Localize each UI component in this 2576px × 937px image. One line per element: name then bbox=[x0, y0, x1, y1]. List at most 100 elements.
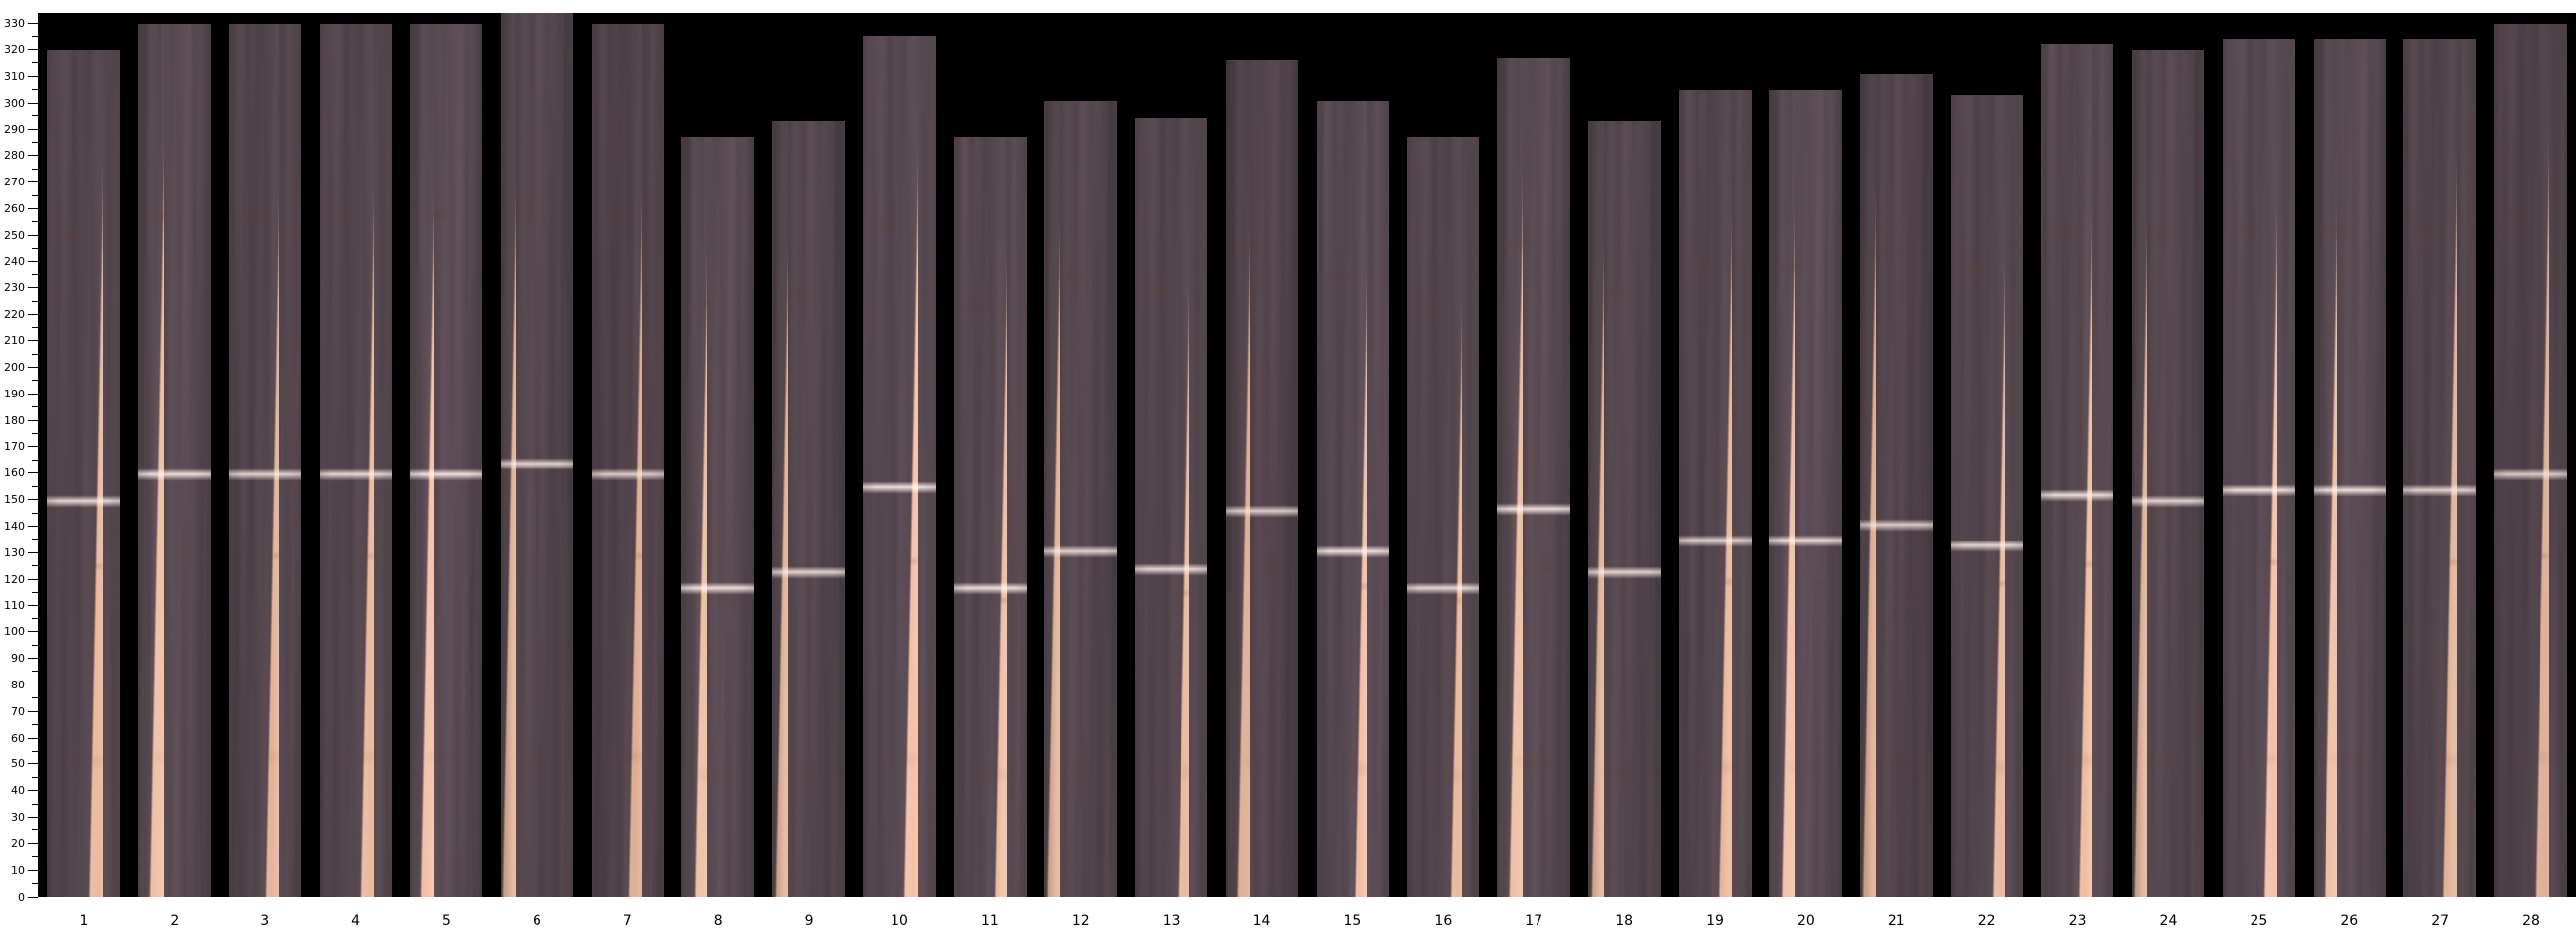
bar-wood-texture bbox=[2222, 38, 2296, 897]
y-axis-tick-mark bbox=[32, 89, 38, 91]
x-axis-tick-label: 25 bbox=[2250, 913, 2268, 929]
y-axis-tick-label: 70 bbox=[11, 704, 25, 718]
y-axis-tick-label: 230 bbox=[4, 281, 25, 295]
x-axis-tick-label: 14 bbox=[1252, 913, 1271, 929]
bar bbox=[1406, 137, 1480, 897]
y-axis-tick-mark bbox=[28, 710, 38, 712]
bar-wood-texture bbox=[1316, 100, 1390, 897]
bar bbox=[138, 23, 211, 897]
y-axis-tick-mark bbox=[32, 485, 38, 487]
y-axis-tick-mark bbox=[28, 446, 38, 448]
bar-wood-texture bbox=[1134, 118, 1208, 897]
y-axis-tick-label: 320 bbox=[4, 43, 25, 57]
bar bbox=[2494, 23, 2567, 897]
x-axis-tick-label: 8 bbox=[713, 913, 723, 929]
y-axis-tick-mark bbox=[28, 314, 38, 316]
y-axis-tick-mark bbox=[32, 433, 38, 435]
x-axis-tick-label: 4 bbox=[351, 913, 361, 929]
y-axis-tick-label: 210 bbox=[4, 334, 25, 348]
y-axis-tick-mark bbox=[32, 36, 38, 37]
y-axis-tick-mark bbox=[32, 459, 38, 461]
bar bbox=[228, 23, 302, 897]
bar bbox=[1769, 89, 1842, 897]
bar bbox=[954, 137, 1027, 897]
y-axis-tick-mark bbox=[32, 194, 38, 196]
x-axis-tick-label: 19 bbox=[1706, 913, 1724, 929]
y-axis-tick-label: 200 bbox=[4, 360, 25, 374]
y-axis-tick-label: 280 bbox=[4, 149, 25, 163]
bar-wood-texture bbox=[772, 121, 845, 897]
bar-wood-texture bbox=[500, 13, 574, 897]
y-axis-tick-mark bbox=[28, 102, 38, 104]
bar bbox=[1316, 100, 1390, 897]
y-axis-tick-label: 110 bbox=[4, 599, 25, 613]
bar-wood-texture bbox=[863, 36, 936, 897]
x-axis-tick-label: 22 bbox=[1977, 913, 1996, 929]
bar bbox=[1044, 100, 1117, 897]
y-axis-tick-label: 150 bbox=[4, 493, 25, 507]
y-axis-tick-mark bbox=[32, 274, 38, 276]
bar-wood-texture bbox=[47, 49, 120, 897]
x-axis-tick-label: 5 bbox=[442, 913, 451, 929]
y-axis-tick-mark bbox=[32, 406, 38, 408]
y-axis-tick-mark bbox=[28, 155, 38, 157]
y-axis-tick-label: 0 bbox=[18, 890, 25, 903]
y-axis-tick-mark bbox=[28, 605, 38, 607]
y-axis-tick-label: 170 bbox=[4, 440, 25, 454]
bar bbox=[772, 121, 845, 897]
bar bbox=[1679, 89, 1752, 897]
bar bbox=[2313, 38, 2386, 897]
y-axis-tick-mark bbox=[28, 393, 38, 395]
bar bbox=[319, 23, 393, 897]
x-axis-tick-label: 18 bbox=[1615, 913, 1634, 929]
x-axis-tick-label: 12 bbox=[1071, 913, 1090, 929]
y-axis-tick-label: 310 bbox=[4, 69, 25, 83]
bar-wood-texture bbox=[2494, 23, 2567, 897]
x-axis-tick-label: 13 bbox=[1162, 913, 1181, 929]
bar bbox=[1588, 121, 1661, 897]
y-axis-tick-mark bbox=[28, 23, 38, 25]
bar-wood-texture bbox=[1406, 137, 1480, 897]
bar bbox=[2040, 44, 2114, 897]
bar-wood-texture bbox=[319, 23, 393, 897]
y-axis-tick-mark bbox=[32, 697, 38, 699]
x-axis-tick-label: 17 bbox=[1525, 913, 1543, 929]
y-axis-tick-mark bbox=[32, 141, 38, 143]
bar bbox=[500, 13, 574, 897]
bar bbox=[591, 23, 665, 897]
y-axis-tick-mark bbox=[28, 260, 38, 262]
x-axis-tick-label: 20 bbox=[1796, 913, 1815, 929]
bar bbox=[681, 137, 754, 897]
y-axis-tick-label: 140 bbox=[4, 519, 25, 533]
x-axis-tick-label: 28 bbox=[2522, 913, 2540, 929]
x-axis: 1 2 3 4 5 6 7 8 9 10 11 12 13 14 15 16 17 18 19 20 21 22 23 24 2… bbox=[0, 897, 2576, 937]
y-axis-tick-mark bbox=[32, 248, 38, 250]
y-axis-tick-label: 100 bbox=[4, 625, 25, 639]
x-axis-tick-label: 27 bbox=[2431, 913, 2450, 929]
y-axis-tick-mark bbox=[32, 353, 38, 355]
y-axis-tick-mark bbox=[32, 221, 38, 223]
bar-wood-texture bbox=[2403, 38, 2476, 897]
bar-wood-texture bbox=[591, 23, 665, 897]
y-axis-tick-mark bbox=[32, 829, 38, 831]
x-axis-tick-label: 16 bbox=[1434, 913, 1453, 929]
y-axis: 0 10 20 30 40 50 60 70 80 90 100 110 120 130 140 150 160… bbox=[0, 0, 38, 937]
y-axis-tick-mark bbox=[32, 512, 38, 514]
y-axis-tick-mark bbox=[28, 869, 38, 871]
x-axis-tick-label: 11 bbox=[980, 913, 999, 929]
y-axis-tick-mark bbox=[28, 472, 38, 474]
bar bbox=[2131, 49, 2205, 897]
y-axis-tick-label: 130 bbox=[4, 545, 25, 559]
y-axis-tick-label: 90 bbox=[11, 652, 25, 666]
x-axis-tick-label: 7 bbox=[622, 913, 632, 929]
y-axis-tick-label: 30 bbox=[11, 811, 25, 825]
x-axis-tick-label: 24 bbox=[2159, 913, 2178, 929]
x-axis-tick-label: 15 bbox=[1343, 913, 1362, 929]
bar-wood-texture bbox=[1044, 100, 1117, 897]
y-axis-tick-mark bbox=[32, 617, 38, 619]
bar bbox=[1497, 57, 1570, 897]
y-axis-tick-mark bbox=[28, 208, 38, 209]
y-axis-tick-mark bbox=[32, 300, 38, 302]
y-axis-tick-label: 160 bbox=[4, 467, 25, 480]
y-axis-tick-mark bbox=[32, 115, 38, 117]
